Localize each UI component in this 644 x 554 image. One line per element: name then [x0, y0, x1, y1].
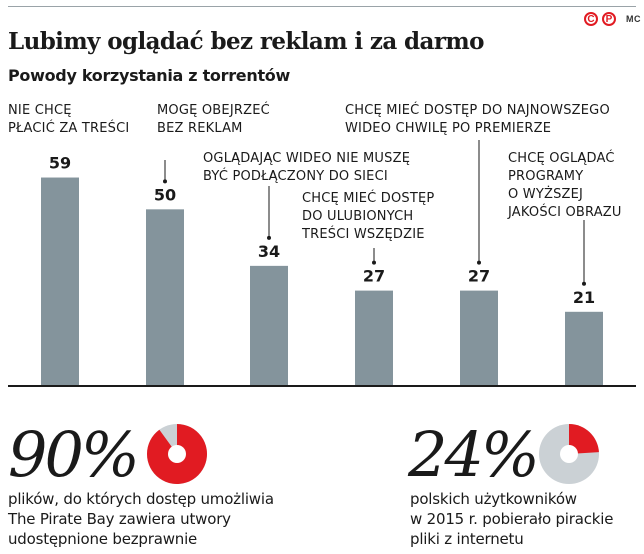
value-label-6: 21	[573, 288, 595, 307]
stat-2-line-3: pliki z internetu	[410, 530, 524, 548]
logo-letter-c: C	[584, 12, 598, 26]
category-label-6-line-2: PROGRAMY	[508, 169, 583, 184]
stat-1-description: plików, do których dostęp umożliwia The …	[8, 489, 274, 549]
bar-3	[250, 265, 288, 386]
value-label-1: 59	[49, 154, 71, 173]
value-label-3: 34	[258, 242, 280, 261]
donut-share-2	[569, 424, 599, 454]
chart-title: Lubimy oglądać bez reklam i za darmo	[8, 28, 484, 55]
donut-hole-1	[168, 445, 186, 463]
category-label-6-line-1: CHCĘ OGLĄDAĆ	[508, 150, 615, 166]
category-label-3-line-2: BYĆ PODŁĄCZONY DO SIECI	[203, 168, 388, 184]
bar-chart: 59 NIE CHCĘ PŁACIĆ ZA TREŚCI 50 MOGĘ OBEJRZE…	[8, 102, 636, 387]
bar-5	[460, 290, 498, 386]
donut-hole-2	[560, 445, 578, 463]
bar-2	[146, 209, 184, 386]
stat-2-value: 24%	[408, 418, 540, 491]
value-label-4: 27	[363, 267, 385, 286]
category-label-4-line-3: TREŚCI WSZĘDZIE	[301, 226, 425, 242]
category-label-3-line-1: OGLĄDAJĄC WIDEO NIE MUSZĘ	[203, 151, 410, 166]
bar-1	[41, 177, 79, 386]
category-label-5-line-2: WIDEO CHWILĘ PO PREMIERZE	[345, 121, 551, 136]
bar-4	[355, 290, 393, 386]
category-label-5-line-1: CHCĘ MIEĆ DOSTĘP DO NAJNOWSZEGO	[345, 102, 610, 118]
category-label-1-line-1: NIE CHCĘ	[8, 103, 72, 118]
value-label-5: 27	[468, 267, 490, 286]
category-label-6-line-3: O WYŻSZEJ	[508, 186, 583, 202]
leader-dot-6	[582, 281, 586, 286]
category-label-2-line-2: BEZ REKLAM	[157, 121, 243, 136]
stat-1-line-2: The Pirate Bay zawiera utwory	[8, 510, 231, 528]
stat-1-line-1: plików, do których dostęp umożliwia	[8, 490, 274, 508]
category-label-1-line-2: PŁACIĆ ZA TREŚCI	[8, 120, 129, 136]
stat-2-line-2: w 2015 r. pobierało pirackie	[410, 510, 614, 528]
leader-dot-3	[267, 235, 271, 240]
stat-1-line-3: udostępnione bezprawnie	[8, 530, 198, 548]
category-label-4-line-2: DO ULUBIONYCH	[302, 209, 413, 224]
value-label-2: 50	[154, 185, 176, 204]
leader-dot-5	[477, 260, 481, 265]
leader-dot-4	[372, 260, 376, 265]
top-rule	[8, 6, 636, 7]
author-credit: MC	[626, 14, 641, 24]
category-label-2-line-1: MOGĘ OBEJRZEĆ	[157, 102, 270, 118]
logo-letter-p: P	[602, 12, 616, 26]
stat-1-donut	[147, 424, 207, 484]
category-label-6-line-4: JAKOŚCI OBRAZU	[507, 204, 622, 220]
stat-1-value: 90%	[8, 418, 140, 491]
stat-2-line-1: polskich użytkowników	[410, 490, 577, 508]
stat-2-donut	[539, 424, 599, 484]
publisher-logo: C P MC	[584, 12, 641, 26]
category-label-4-line-1: CHCĘ MIEĆ DOSTĘP	[302, 190, 434, 206]
stat-2-description: polskich użytkowników w 2015 r. pobierał…	[410, 489, 613, 549]
chart-subtitle: Powody korzystania z torrentów	[8, 66, 290, 85]
leader-dot-2	[163, 179, 167, 184]
bar-6	[565, 311, 603, 386]
